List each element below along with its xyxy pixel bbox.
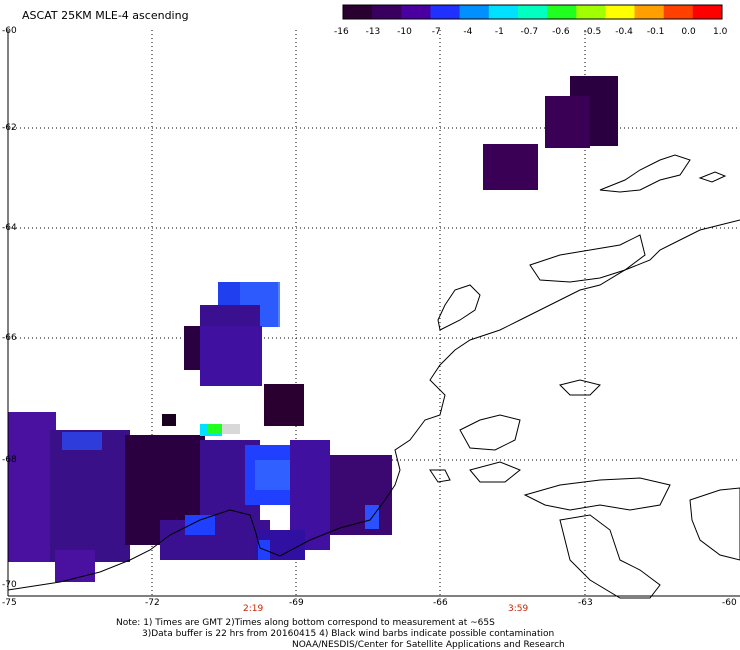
colorbar-segment — [372, 5, 402, 19]
colorbar-tick-label: -0.6 — [552, 27, 570, 37]
x-label-75: -75 — [2, 598, 17, 608]
y-label-60: -60 — [2, 26, 17, 36]
colorbar-segment — [576, 5, 606, 19]
colorbar-segment — [517, 5, 548, 19]
colorbar-tick-label: 0.0 — [681, 27, 696, 37]
colorbar-segment — [692, 5, 723, 19]
coastlines — [7, 154, 740, 599]
y-label-62: -62 — [2, 123, 17, 133]
colorbar-tick-label: -0.4 — [615, 27, 633, 37]
colorbar-tick-label: 1.0 — [713, 27, 728, 37]
colorbar-tick-label: -1 — [494, 27, 504, 37]
x-label-72: -72 — [145, 598, 160, 608]
wind-data-cells — [8, 76, 618, 582]
colorbar-segment — [605, 5, 636, 19]
colorbar-tick-label: -0.5 — [583, 27, 602, 37]
colorbar-segment — [343, 5, 373, 19]
colorbar-segment — [430, 5, 461, 19]
x-label-66: -66 — [433, 598, 448, 608]
colorbar-segment — [663, 5, 694, 19]
colorbar-segment — [547, 5, 577, 19]
y-label-66: -66 — [2, 333, 17, 343]
time-label-2: 3:59 — [508, 604, 529, 614]
colorbar-tick-label: -0.1 — [646, 27, 665, 37]
time-label-1: 2:19 — [243, 604, 264, 614]
note-line-3: NOAA/NESDIS/Center for Satellite Applica… — [292, 640, 565, 650]
x-label-63: -63 — [578, 598, 593, 608]
map-title: ASCAT 25KM MLE-4 ascending — [22, 9, 189, 22]
colorbar-tick-label: -16 — [334, 27, 349, 37]
colorbar — [342, 4, 723, 20]
y-label-70: -70 — [2, 580, 17, 590]
colorbar-segment — [459, 5, 490, 19]
y-label-64: -64 — [2, 223, 17, 233]
note-line-1: Note: 1) Times are GMT 2)Times along bot… — [116, 618, 495, 628]
x-label-60: -60 — [722, 598, 737, 608]
x-label-69: -69 — [289, 598, 304, 608]
colorbar-segment — [634, 5, 665, 19]
colorbar-segment — [488, 5, 519, 19]
colorbar-segment — [401, 5, 431, 19]
colorbar-tick-label: -4 — [463, 27, 473, 37]
colorbar-tick-label: -7 — [431, 27, 441, 37]
colorbar-tick-label: -0.7 — [520, 27, 539, 37]
note-line-2: 3)Data buffer is 22 hrs from 20160415 4)… — [142, 629, 555, 639]
colorbar-frame — [342, 4, 723, 20]
y-label-68: -68 — [2, 455, 17, 465]
colorbar-tick-label: -10 — [397, 27, 412, 37]
colorbar-tick-label: -13 — [365, 27, 381, 37]
